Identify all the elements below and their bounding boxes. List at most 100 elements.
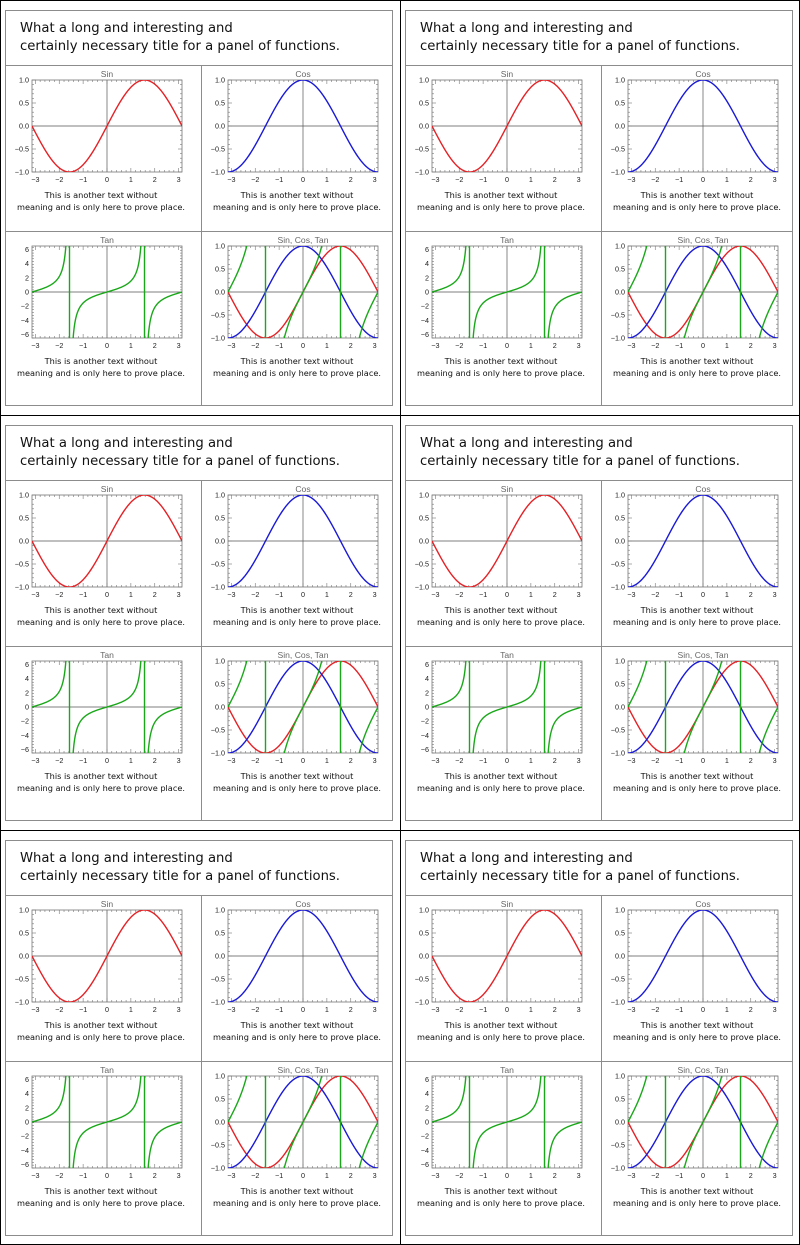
y-tick-label: 1.0 — [19, 491, 29, 500]
subplot-cos: Cos −3 −2 −1 0 1 2 3 −1.0 −0.5 0.0 0.5 1.0 This is an… — [202, 897, 392, 1062]
plot-svg: Sin −3 −2 −1 0 1 2 3 −1.0 −0.5 0.0 0.5 1.0 — [415, 69, 583, 184]
y-tick-label: 0.0 — [19, 952, 29, 961]
column-separator — [201, 895, 202, 1235]
x-tick-label: −1 — [79, 1171, 87, 1180]
plot-svg: Sin, Cos, Tan −3 −2 −1 0 1 2 3 −1.0 −0.5 0.0 0.5 1.0 — [211, 235, 379, 350]
caption-line-1: This is another text without — [44, 771, 158, 781]
x-tick-label: 3 — [773, 756, 777, 765]
y-tick-label: 1.0 — [615, 657, 625, 666]
subplot-caption: This is another text without meaning and … — [6, 189, 196, 213]
caption-line-2: meaning and is only here to prove place. — [613, 617, 781, 627]
series-line-cos — [228, 1076, 378, 1168]
x-tick-label: −2 — [651, 756, 659, 765]
plot-title: Sin, Cos, Tan — [278, 235, 329, 245]
figure-cell: What a long and interesting and certainl… — [0, 830, 400, 1245]
x-tick-label: 1 — [529, 175, 533, 184]
series-line-tan — [228, 661, 378, 753]
series-group — [228, 1076, 378, 1168]
x-tick-label: 3 — [373, 341, 377, 350]
y-tick-label: −1.0 — [611, 749, 625, 758]
y-tick-label: 0.5 — [615, 514, 625, 523]
subplot-tan: Tan −3 −2 −1 0 1 2 3 −6 −4 −2 0 2 4 6 This is another t… — [406, 648, 596, 813]
plot-svg: Sin, Cos, Tan −3 −2 −1 0 1 2 3 −1.0 −0.5 0.0 0.5 1.0 — [611, 650, 779, 765]
plot-title: Tan — [500, 1065, 514, 1075]
series-line-sin — [432, 910, 582, 1002]
plot-title: Cos — [695, 484, 710, 494]
y-tick-label: 1.0 — [615, 1072, 625, 1081]
y-tick-label: 0.5 — [215, 265, 225, 274]
y-tick-label: 6 — [425, 660, 429, 669]
figure-title: What a long and interesting and certainl… — [20, 20, 380, 56]
x-tick-label: 3 — [373, 756, 377, 765]
plot-svg: Tan −3 −2 −1 0 1 2 3 −6 −4 −2 0 2 4 6 — [421, 650, 583, 765]
x-tick-label: −2 — [251, 341, 259, 350]
plot-title: Tan — [100, 235, 114, 245]
x-tick-label: 2 — [349, 1005, 353, 1014]
x-tick-label: −1 — [275, 1171, 283, 1180]
column-separator — [201, 65, 202, 405]
series-line-cos — [228, 246, 378, 338]
series-group — [628, 910, 778, 1002]
subplot-caption: This is another text without meaning and … — [6, 355, 196, 379]
x-tick-label: 2 — [349, 756, 353, 765]
x-tick-label: 0 — [105, 756, 109, 765]
series-group — [228, 80, 378, 172]
y-tick-label: 0.0 — [215, 122, 225, 131]
figure-title: What a long and interesting and certainl… — [420, 435, 780, 471]
series-line-tan — [432, 1076, 582, 1168]
y-tick-label: 0.5 — [419, 514, 429, 523]
series-line-tan — [228, 246, 378, 338]
x-tick-label: −3 — [31, 1005, 39, 1014]
series-line-cos — [228, 495, 378, 587]
subplot-caption: This is another text without meaning and … — [6, 1185, 196, 1209]
caption-line-1: This is another text without — [444, 190, 558, 200]
y-tick-label: −0.5 — [211, 311, 225, 320]
y-tick-label: −1.0 — [15, 583, 29, 592]
series-group — [432, 80, 582, 172]
y-tick-label: 1.0 — [215, 76, 225, 85]
subplot-caption: This is another text without meaning and … — [202, 1019, 392, 1043]
x-tick-label: 2 — [349, 590, 353, 599]
x-tick-label: −1 — [479, 341, 487, 350]
y-tick-label: 0.5 — [215, 1095, 225, 1104]
x-tick-label: −1 — [79, 756, 87, 765]
title-separator — [406, 65, 792, 66]
series-line-tan — [32, 661, 182, 753]
y-tick-label: −0.5 — [611, 726, 625, 735]
subplot-cos: Cos −3 −2 −1 0 1 2 3 −1.0 −0.5 0.0 0.5 1.0 This is an… — [602, 67, 792, 232]
y-tick-label: 2 — [25, 273, 29, 282]
plot-title: Tan — [500, 235, 514, 245]
figure-title-line-1: What a long and interesting and — [20, 21, 233, 36]
plot-svg: Sin, Cos, Tan −3 −2 −1 0 1 2 3 −1.0 −0.5 0.0 0.5 1.0 — [211, 650, 379, 765]
subplot-sin-cos-tan: Sin, Cos, Tan −3 −2 −1 0 1 2 3 −1.0 −0.5 0.0 0.5 1.0… — [202, 648, 392, 813]
x-tick-label: 3 — [177, 590, 181, 599]
x-tick-label: 1 — [325, 756, 329, 765]
subplot-caption: This is another text without meaning and … — [406, 1019, 596, 1043]
y-tick-label: 2 — [25, 688, 29, 697]
plot-svg: Sin, Cos, Tan −3 −2 −1 0 1 2 3 −1.0 −0.5 0.0 0.5 1.0 — [611, 235, 779, 350]
caption-line-1: This is another text without — [640, 605, 754, 615]
x-tick-label: 3 — [177, 1005, 181, 1014]
series-group — [628, 495, 778, 587]
column-separator — [601, 480, 602, 820]
plot-title: Sin — [501, 484, 514, 494]
y-tick-label: −0.5 — [211, 975, 225, 984]
subplot-tan: Tan −3 −2 −1 0 1 2 3 −6 −4 −2 0 2 4 6 This is another t… — [406, 1063, 596, 1228]
y-tick-label: 1.0 — [215, 1072, 225, 1081]
y-tick-label: 1.0 — [419, 76, 429, 85]
plot-title: Sin — [501, 899, 514, 909]
y-tick-label: −0.5 — [15, 975, 29, 984]
y-tick-label: −1.0 — [211, 749, 225, 758]
y-tick-label: 1.0 — [19, 906, 29, 915]
y-tick-label: 1.0 — [615, 491, 625, 500]
x-tick-label: 1 — [529, 1005, 533, 1014]
y-tick-label: 4 — [425, 674, 429, 683]
caption-line-1: This is another text without — [240, 1186, 354, 1196]
y-tick-label: −0.5 — [611, 560, 625, 569]
caption-line-1: This is another text without — [44, 1020, 158, 1030]
x-tick-label: 3 — [577, 1171, 581, 1180]
series-line-sin — [32, 80, 182, 172]
y-tick-label: −6 — [21, 330, 29, 339]
y-tick-label: 0.0 — [419, 537, 429, 546]
